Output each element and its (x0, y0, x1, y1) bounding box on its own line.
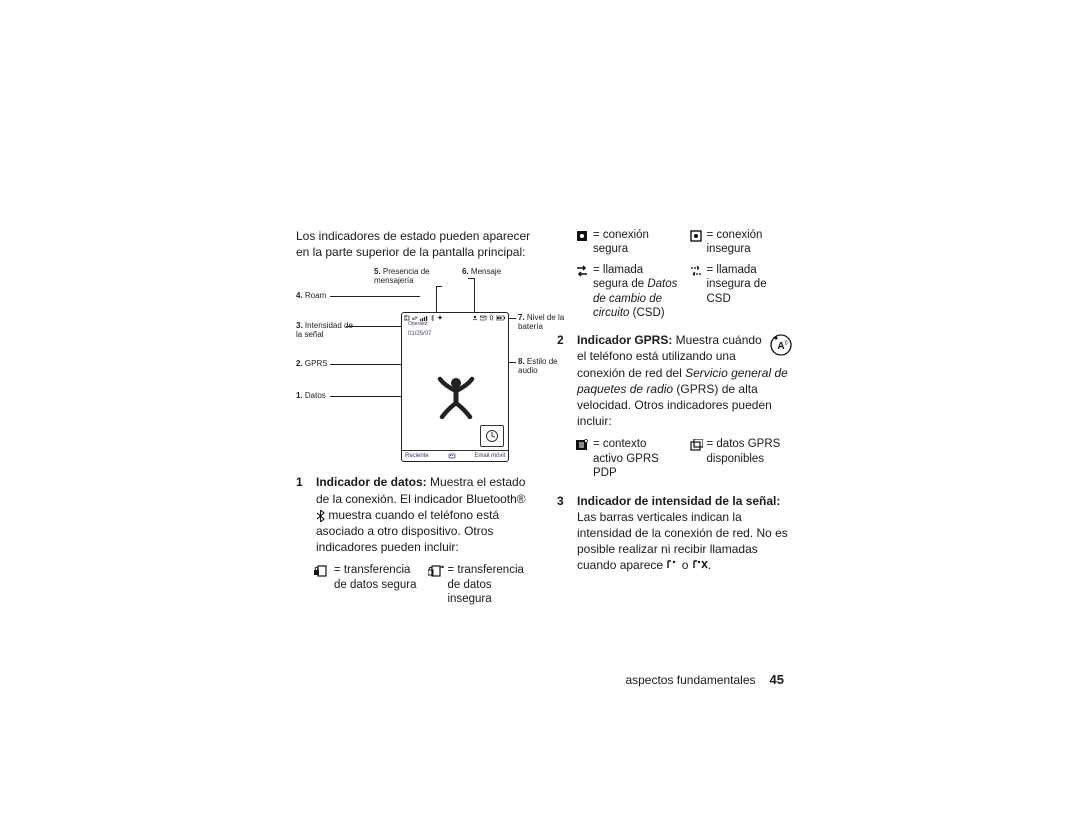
phone-date: 01/25/07 (408, 330, 508, 338)
insecure-transfer-icon (428, 564, 444, 578)
right-column: = conexión segura = conexión insegura (557, 228, 792, 606)
no-signal-1-icon (666, 559, 678, 570)
item-1: 1 Indicador de datos: Muestra el estado … (296, 474, 531, 555)
secure-transfer-icon (314, 564, 330, 578)
bluetooth-icon (430, 315, 435, 321)
left-column: Los indicadores de estado pueden aparece… (296, 228, 531, 606)
icon-secure-conn: = conexión segura (575, 228, 679, 257)
phone-diagram: 4. Roam 3. Intensidad de la señal 2. GPR… (296, 268, 531, 468)
page-number: 45 (770, 672, 784, 687)
callout-6: 6. Mensaje (462, 268, 512, 277)
icon-grid-1: = transferencia de datos segura = transf… (296, 563, 531, 606)
item-2: 2 A )) Indicador GPRS: Muestra cuándo el… (557, 332, 792, 429)
icon-gprs-avail: = datos GPRS disponibles (689, 437, 793, 480)
item-3-number: 3 (557, 493, 567, 574)
intro-text: Los indicadores de estado pueden aparece… (296, 228, 531, 260)
phone-operator: Operator (408, 321, 508, 328)
icon-gprs-pdp: = contexto activo GPRS PDP (575, 437, 679, 480)
icon-grid-2: = contexto activo GPRS PDP = datos GPRS … (557, 437, 792, 480)
item-1-number: 1 (296, 474, 306, 555)
icon-insecure-conn: = conexión insegura (689, 228, 793, 257)
presence-icon (472, 315, 478, 321)
softkey-right: Email móvil (474, 452, 505, 460)
softkey-mid (448, 453, 456, 460)
secure-conn-icon (575, 230, 589, 242)
page-footer: aspectos fundamentales 45 (625, 672, 784, 687)
insecure-csd-icon (689, 265, 703, 277)
svg-text:)): )) (784, 340, 788, 346)
icon-secure-csd: = llamada segura de Datos de cambio de c… (575, 263, 679, 321)
icon-insecure-csd: = llamada insegura de CSD (689, 263, 793, 321)
gprs-pdp-icon (575, 439, 589, 451)
item-2-body: A )) Indicador GPRS: Muestra cuándo el t… (577, 332, 792, 429)
footer-label: aspectos fundamentales (625, 673, 755, 687)
battery-icon (496, 315, 506, 321)
no-signal-2-icon (692, 559, 708, 570)
item-3-body: Indicador de intensidad de la señal: Las… (577, 493, 792, 574)
icon-secure-transfer: = transferencia de datos segura (314, 563, 418, 606)
callout-8: 8. Estilo de audio (518, 358, 566, 376)
icon-grid-col2-top: = conexión segura = conexión insegura (557, 228, 792, 320)
bluetooth-icon (316, 510, 325, 522)
gprs-large-icon: A )) (770, 334, 792, 356)
callout-7: 7. Nivel de la batería (518, 314, 566, 332)
audio-icon (489, 315, 494, 321)
item-3: 3 Indicador de intensidad de la señal: L… (557, 493, 792, 574)
content-columns: Los indicadores de estado pueden aparece… (296, 228, 792, 606)
icon-insecure-transfer: = transferencia de datos insegura (428, 563, 532, 606)
phone-status-bar (402, 313, 508, 321)
wallpaper-figure (436, 375, 476, 419)
message-icon (480, 315, 487, 321)
roam-icon (437, 315, 443, 321)
phone-softkeys: Reciente Email móvil (402, 450, 508, 461)
gprs-avail-icon (689, 439, 703, 451)
phone-screen: Operator 01/25/07 Reciente (401, 312, 509, 462)
page: Los indicadores de estado pueden aparece… (0, 0, 1080, 834)
clock-widget (480, 425, 504, 447)
item-1-body: Indicador de datos: Muestra el estado de… (316, 474, 531, 555)
callout-5: 5. Presencia de mensajería (374, 268, 444, 286)
insecure-conn-icon (689, 230, 703, 242)
softkey-left: Reciente (405, 452, 429, 460)
secure-csd-icon (575, 265, 589, 277)
callout-3: 3. Intensidad de la señal (296, 322, 356, 340)
item-2-number: 2 (557, 332, 567, 429)
